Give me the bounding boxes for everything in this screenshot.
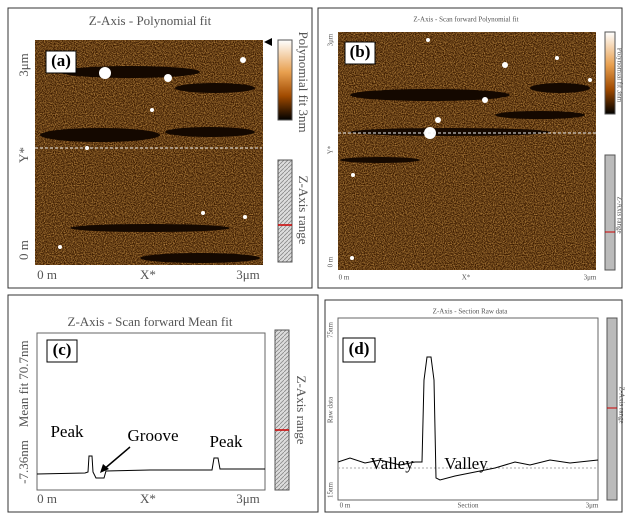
range-label: Z-Axis range <box>617 386 625 423</box>
range-label: Z-Axis range <box>294 376 309 445</box>
x-left: 0 m <box>339 274 350 282</box>
panel-label: (d) <box>349 339 370 358</box>
dark-streaks <box>340 83 590 163</box>
colorbar <box>604 31 616 115</box>
colorbar-label: Polynomial fit 3nm <box>296 31 311 132</box>
range-bar <box>604 154 616 271</box>
x-name: Section <box>458 502 479 510</box>
range-bar <box>274 329 290 491</box>
range-label: Z-Axis range <box>615 196 623 233</box>
y-name: Raw data <box>327 396 335 423</box>
y-name: Y* <box>16 147 31 163</box>
y-top: 3μm <box>327 33 335 46</box>
profile-line <box>36 455 265 479</box>
panel-title: Z-Axis - Scan forward Polynomial fit <box>413 16 518 24</box>
x-right: 3μm <box>584 274 597 282</box>
y-bottom: 0 m <box>16 240 31 260</box>
panel-d: Z-Axis - Section Raw data (d) Valley Val… <box>324 299 625 513</box>
y-bottom: 0 m <box>327 256 335 267</box>
annotation: Peak <box>50 422 84 441</box>
label-box <box>342 337 376 363</box>
panel-a: Z-Axis - Polynomial fit (a) 3μm Y* 0 m 0… <box>7 7 313 289</box>
plot-area <box>337 317 599 501</box>
arrow <box>102 446 131 471</box>
dark-streaks <box>40 66 260 263</box>
y-top: 75nm <box>327 321 335 338</box>
x-right: 3μm <box>236 267 260 282</box>
x-name: X* <box>140 491 156 506</box>
panel-title: Z-Axis - Polynomial fit <box>89 13 212 28</box>
profile-line <box>337 356 599 481</box>
afm-texture <box>338 32 596 270</box>
range-bar <box>277 159 293 263</box>
label-box <box>45 50 77 74</box>
label-box <box>344 41 376 65</box>
x-right: 3μm <box>236 491 260 506</box>
panel-title: Z-Axis - Section Raw data <box>433 308 509 316</box>
x-left: 0 m <box>340 502 351 510</box>
y-bottom: 15nm <box>327 481 335 498</box>
label-box <box>46 339 78 363</box>
y-name: Mean fit <box>16 382 31 427</box>
panel-label: (c) <box>53 340 72 359</box>
range-bar <box>606 317 618 501</box>
panel-label: (b) <box>350 42 371 61</box>
particles <box>58 57 247 249</box>
colorbar-label: Polynomial fit 3nm <box>615 48 623 103</box>
y-top: 3μm <box>16 53 31 77</box>
arrowhead <box>100 464 109 473</box>
range-label: Z-Axis range <box>296 176 311 245</box>
x-name: X* <box>462 274 471 282</box>
panel-label: (a) <box>51 51 71 70</box>
y-bottom: -7.36nm <box>16 440 31 484</box>
x-left: 0 m <box>37 491 57 506</box>
x-right: 3μm <box>586 502 599 510</box>
annotation: Groove <box>128 426 179 445</box>
marker <box>264 38 272 46</box>
panel-title: Z-Axis - Scan forward Mean fit <box>68 314 233 329</box>
annotation: Valley <box>370 454 414 473</box>
colorbar <box>277 39 293 121</box>
panel-c: Z-Axis - Scan forward Mean fit (c) Peak … <box>7 294 319 513</box>
annotation: Peak <box>209 432 243 451</box>
y-top: 70.7nm <box>16 340 31 379</box>
y-name: Y* <box>327 145 335 154</box>
annotation: Valley <box>444 454 488 473</box>
x-left: 0 m <box>37 267 57 282</box>
panel-b: Z-Axis - Scan forward Polynomial fit (b)… <box>317 7 623 289</box>
x-name: X* <box>140 267 156 282</box>
